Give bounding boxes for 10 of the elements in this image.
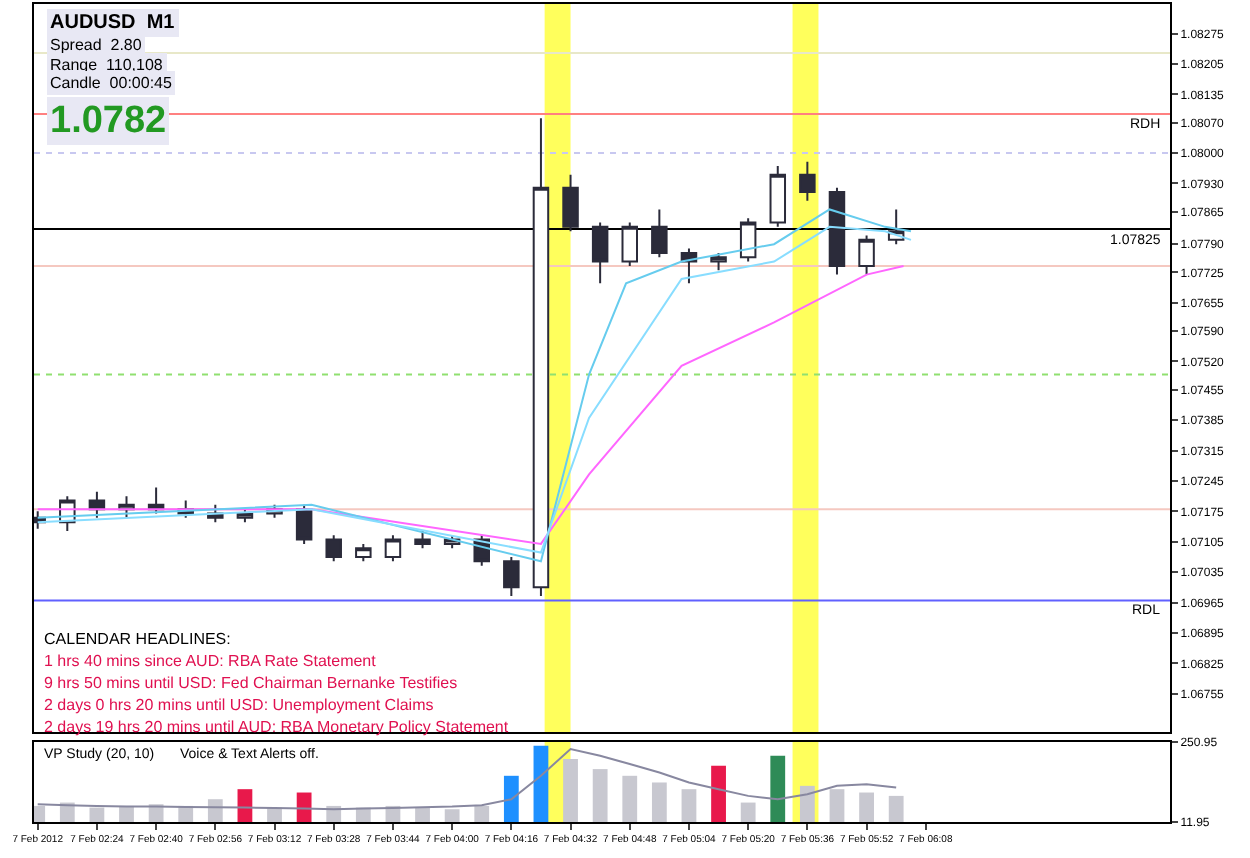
annotation: 9 hrs 50 mins until USD: Fed Chairman Bernanke Testifies (44, 674, 458, 692)
annotation: CALENDAR HEADLINES: (44, 630, 231, 648)
annotation: 2 days 19 hrs 20 mins until AUD: RBA Monetary Policy Statement (44, 718, 510, 736)
annotation: Candle 00:00:45 (50, 74, 173, 92)
annotation: 1 hrs 40 mins since AUD: RBA Rate Statement (44, 652, 378, 670)
annotation: AUDUSD M1 (50, 12, 176, 34)
annotation: Range 110,108 (50, 56, 164, 74)
annotation: 1.0782 (50, 100, 167, 142)
annotation: 2 days 0 hrs 20 mins until USD: Unemployment Claims (44, 696, 434, 714)
annotation: Spread 2.80 (50, 36, 143, 54)
